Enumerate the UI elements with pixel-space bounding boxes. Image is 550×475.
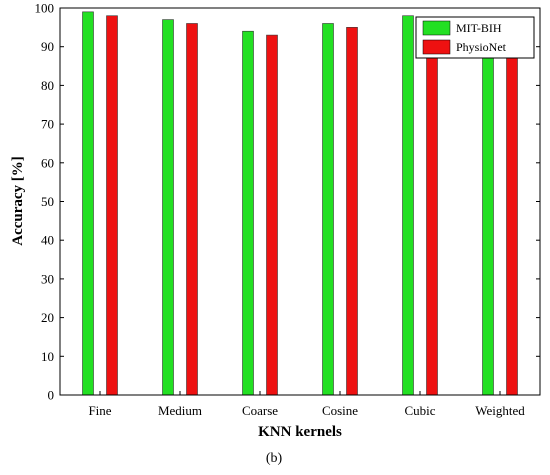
- bar-mit-bih-cosine: [322, 23, 334, 396]
- x-tick-label-coarse: Coarse: [242, 403, 278, 418]
- y-tick-label: 30: [41, 271, 54, 286]
- figure-caption: (b): [266, 451, 283, 466]
- bar-mit-bih-cubic: [402, 15, 414, 396]
- bar-physionet-coarse: [266, 34, 278, 396]
- x-tick-label-medium: Medium: [158, 403, 202, 418]
- y-axis-title: Accuracy [%]: [10, 156, 26, 246]
- x-tick-label-fine: Fine: [88, 403, 111, 418]
- y-tick-label: 100: [35, 1, 55, 16]
- y-tick-label: 80: [41, 78, 54, 93]
- legend-swatch-physionet: [422, 39, 451, 55]
- plot-area: [60, 8, 540, 395]
- legend: MIT-BIH PhysioNet: [415, 16, 535, 59]
- legend-swatch-mit-bih: [422, 20, 451, 36]
- y-tick-label: 60: [41, 155, 54, 170]
- y-tick-label: 50: [41, 194, 54, 209]
- y-tick-label: 90: [41, 39, 54, 54]
- bars-layer: [82, 11, 518, 396]
- bar-physionet-cubic: [426, 19, 438, 396]
- bar-physionet-medium: [186, 23, 198, 396]
- x-tick-label-cosine: Cosine: [322, 403, 358, 418]
- x-tick-label-weighted: Weighted: [475, 403, 525, 418]
- y-tick-label: 40: [41, 233, 54, 248]
- bar-physionet-cosine: [346, 27, 358, 396]
- ticks-layer: Fine Medium Coarse Cosine Cubic Weighted 0 10 20…: [35, 1, 540, 418]
- bar-mit-bih-coarse: [242, 30, 254, 396]
- x-axis-title: KNN kernels: [258, 424, 342, 440]
- y-tick-label: 10: [41, 349, 54, 364]
- legend-label-mit-bih: MIT-BIH: [456, 21, 502, 35]
- legend-label-physionet: PhysioNet: [456, 40, 507, 54]
- bar-mit-bih-medium: [162, 19, 174, 396]
- y-tick-label: 0: [48, 388, 55, 403]
- bar-mit-bih-fine: [82, 11, 94, 396]
- x-tick-label-cubic: Cubic: [404, 403, 435, 418]
- bar-physionet-fine: [106, 15, 118, 396]
- y-tick-label: 20: [41, 310, 54, 325]
- bar-physionet-weighted: [506, 23, 518, 396]
- bar-mit-bih-weighted: [482, 19, 494, 396]
- y-tick-label: 70: [41, 117, 54, 132]
